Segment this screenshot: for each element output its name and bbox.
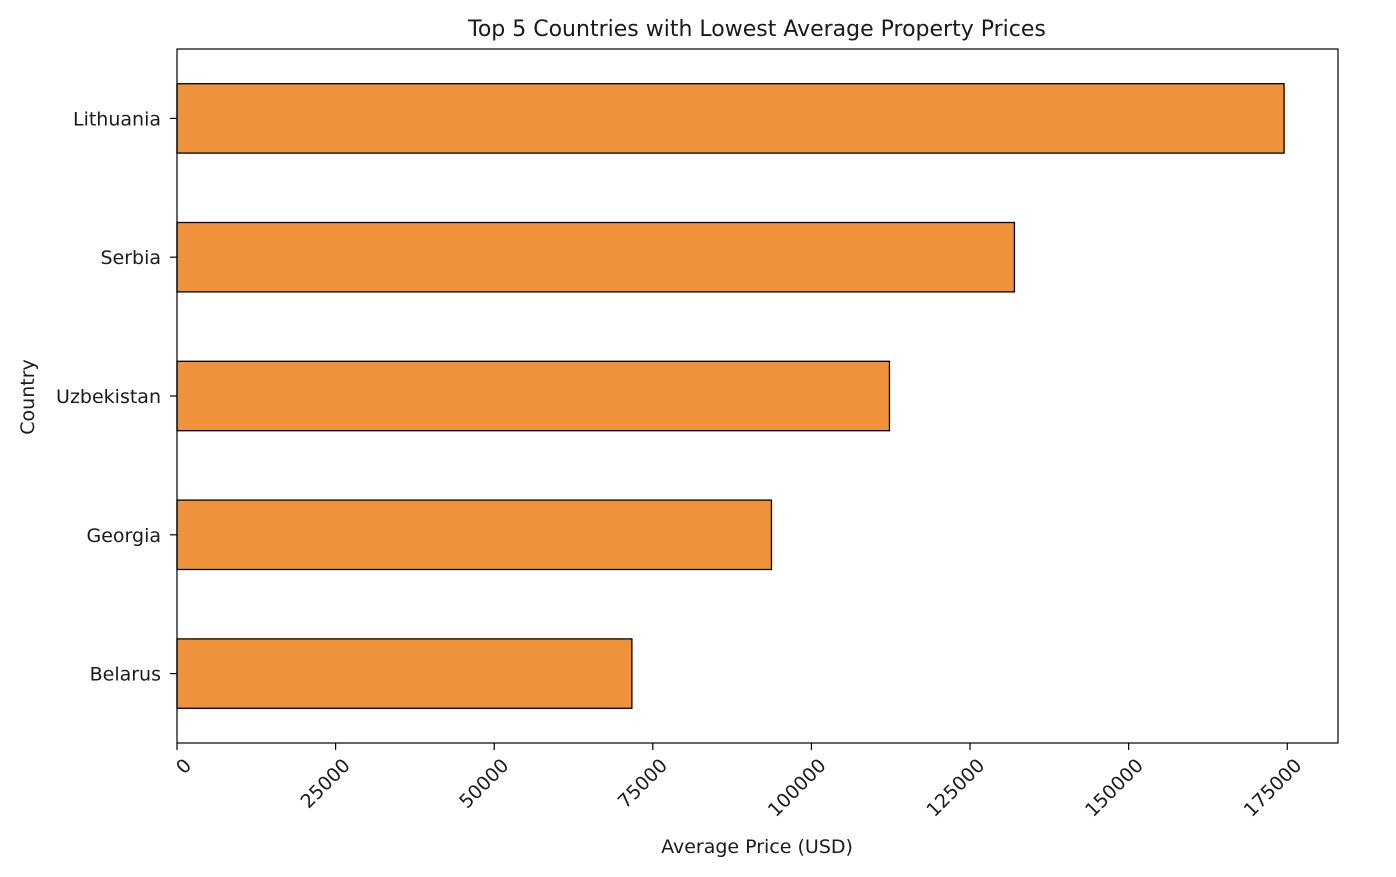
y-tick-label: Georgia bbox=[87, 525, 162, 547]
bar-lithuania bbox=[176, 83, 1285, 154]
bars-layer bbox=[176, 83, 1285, 709]
y-tick-label: Uzbekistan bbox=[56, 386, 161, 408]
x-axis: 0 25000 50000 75000 100000 125000 150000 175000 bbox=[172, 743, 1306, 821]
x-tick-label: 125000 bbox=[922, 755, 989, 822]
y-axis: Lithuania Serbia Uzbekistan Georgia Belarus bbox=[56, 108, 177, 686]
y-axis-label: Country bbox=[17, 359, 39, 434]
bar-uzbekistan bbox=[176, 360, 891, 432]
bar-belarus bbox=[176, 638, 633, 709]
x-tick-label: 25000 bbox=[296, 755, 354, 813]
x-tick-label: 175000 bbox=[1240, 755, 1307, 822]
x-tick-label: 100000 bbox=[764, 755, 831, 822]
x-tick-label: 150000 bbox=[1081, 755, 1148, 822]
y-tick-label: Belarus bbox=[90, 664, 161, 686]
chart-title: Top 5 Countries with Lowest Average Prop… bbox=[467, 17, 1046, 42]
x-tick-label: 50000 bbox=[455, 755, 513, 813]
bar-serbia bbox=[176, 221, 1016, 293]
x-axis-label: Average Price (USD) bbox=[661, 836, 853, 858]
y-tick-label: Lithuania bbox=[73, 108, 161, 130]
x-tick-label: 75000 bbox=[614, 755, 672, 813]
x-tick-label: 0 bbox=[172, 755, 196, 779]
bar-georgia bbox=[176, 499, 773, 571]
y-tick-label: Serbia bbox=[100, 247, 161, 269]
plot-frame bbox=[176, 48, 1339, 744]
